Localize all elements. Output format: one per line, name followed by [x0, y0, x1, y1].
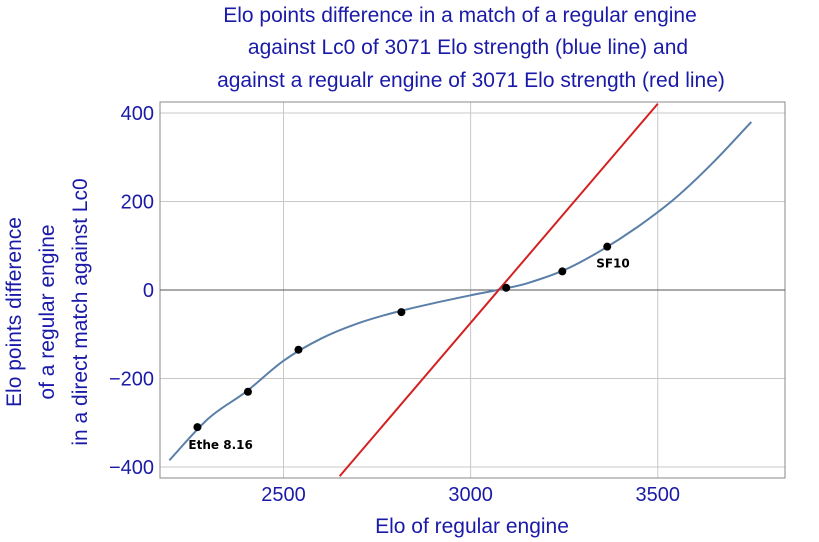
data-point-4 [502, 283, 511, 292]
y-tick-3: 200 [121, 192, 154, 214]
data-point-0 [193, 423, 202, 432]
y-tick-4: 400 [121, 103, 154, 125]
x-tick-2500: 2500 [261, 484, 306, 506]
chart-title: Elo points difference in a match of a re… [217, 4, 725, 92]
grid-lines [160, 102, 785, 478]
title-line-3: against a regualr engine of 3071 Elo str… [217, 69, 725, 92]
data-points [193, 242, 612, 432]
y-label-line-3: in a direct match against Lc0 [69, 178, 92, 445]
x-axis-label: Elo of regular engine [375, 515, 569, 538]
data-point-1 [243, 387, 252, 396]
x-tick-labels: 2500 3000 3500 [261, 484, 680, 506]
series-layer [168, 103, 753, 477]
y-tick-2: 0 [143, 280, 154, 302]
red-line-regular-engine [338, 103, 659, 477]
blue-curve-lc0 [168, 121, 753, 461]
x-tick-3000: 3000 [448, 484, 493, 506]
annotation-0: Ethe 8.16 [188, 438, 252, 452]
annotation-1: SF10 [596, 257, 630, 271]
annotations: Ethe 8.16 SF10 [188, 257, 629, 452]
y-tick-0: −400 [109, 457, 154, 479]
title-line-2: against Lc0 of 3071 Elo strength (blue l… [248, 36, 688, 59]
title-line-1: Elo points difference in a match of a re… [223, 4, 697, 27]
y-tick-labels: −400 −200 0 200 400 [109, 103, 154, 479]
data-point-5 [558, 267, 567, 276]
data-point-3 [397, 308, 406, 317]
y-label-line-1: Elo points difference [3, 217, 26, 407]
y-label-line-2: of a regular engine [36, 224, 59, 399]
y-tick-1: −200 [109, 368, 154, 390]
data-point-6 [603, 242, 612, 251]
x-tick-3500: 3500 [636, 484, 681, 506]
data-point-2 [294, 345, 303, 354]
y-axis-label: Elo points difference of a regular engin… [3, 178, 92, 445]
